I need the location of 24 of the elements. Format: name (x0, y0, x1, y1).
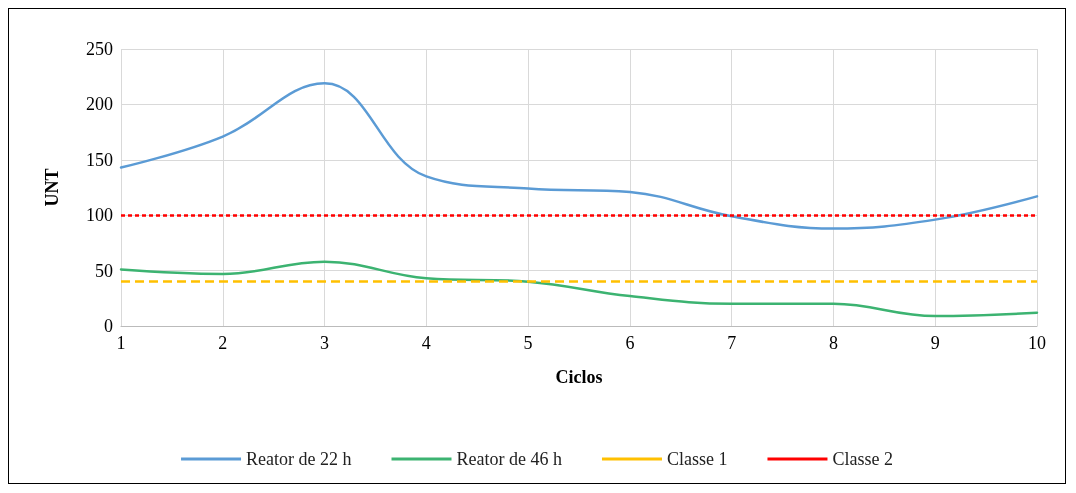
y-tick-label: 0 (104, 316, 113, 336)
y-tick-label: 250 (86, 39, 113, 59)
x-tick-label: 9 (930, 333, 940, 353)
y-tick-label: 100 (86, 205, 113, 226)
legend-label: Classe 1 (666, 449, 728, 469)
y-axis-title: UNT (42, 168, 62, 207)
x-tick-label: 3 (320, 333, 330, 353)
line-series (119, 260, 1039, 318)
y-tick-label: 50 (95, 260, 113, 281)
legend-label: Reator de 22 h (246, 449, 352, 469)
x-tick-label: 4 (421, 333, 431, 353)
x-tick-label: 7 (727, 333, 737, 353)
x-tick-label: 6 (625, 333, 635, 353)
x-tick-label: 1 (116, 333, 126, 353)
x-tick-label: 8 (828, 333, 838, 353)
x-tick-label: 2 (218, 333, 228, 353)
x-tick-label: 5 (523, 333, 533, 353)
x-axis-title: Ciclos (555, 367, 603, 387)
line-series (119, 82, 1039, 230)
y-tick-label: 150 (86, 149, 113, 170)
x-tick-label: 10 (1028, 333, 1046, 353)
legend-label: Reator de 46 h (456, 449, 562, 469)
legend-label: Classe 2 (832, 449, 893, 469)
y-tick-label: 200 (86, 94, 113, 115)
